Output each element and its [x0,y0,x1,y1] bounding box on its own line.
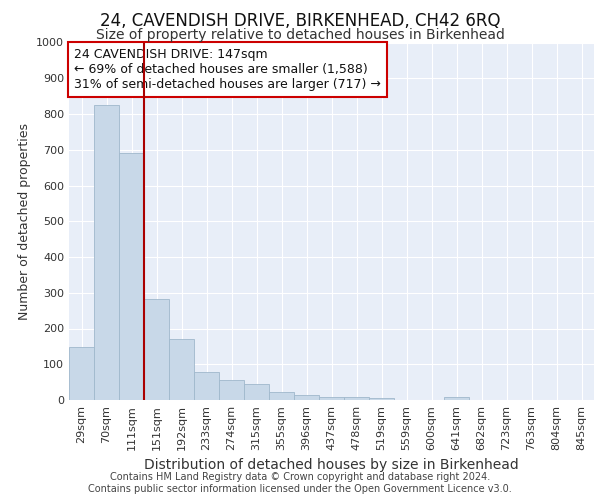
Bar [94,105,119,400]
Bar [269,392,294,400]
Text: Size of property relative to detached houses in Birkenhead: Size of property relative to detached ho… [95,28,505,42]
Bar [319,397,344,400]
Y-axis label: Number of detached properties: Number of detached properties [17,122,31,320]
Text: Contains HM Land Registry data © Crown copyright and database right 2024.
Contai: Contains HM Land Registry data © Crown c… [88,472,512,494]
Bar [144,299,169,400]
Text: 24 CAVENDISH DRIVE: 147sqm
← 69% of detached houses are smaller (1,588)
31% of s: 24 CAVENDISH DRIVE: 147sqm ← 69% of deta… [74,48,381,91]
Bar [169,338,194,400]
Bar [219,380,244,400]
X-axis label: Distribution of detached houses by size in Birkenhead: Distribution of detached houses by size … [144,458,519,472]
Text: 24, CAVENDISH DRIVE, BIRKENHEAD, CH42 6RQ: 24, CAVENDISH DRIVE, BIRKENHEAD, CH42 6R… [100,12,500,30]
Bar [119,154,144,400]
Bar [194,372,219,400]
Bar [344,398,369,400]
Bar [369,398,394,400]
Bar [444,397,469,400]
Bar [244,384,269,400]
Bar [69,347,94,400]
Bar [294,395,319,400]
